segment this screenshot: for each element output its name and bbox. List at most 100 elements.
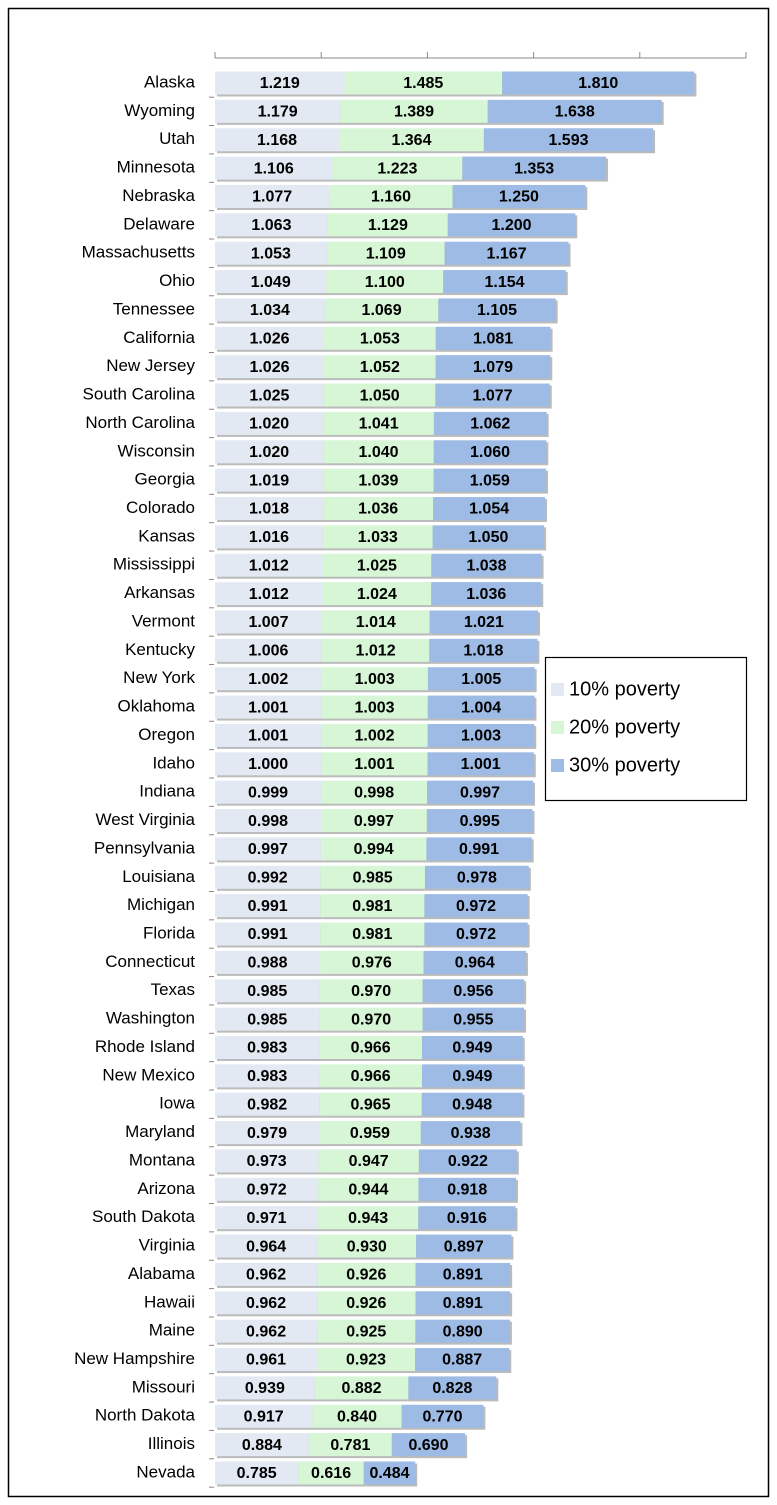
data-label: 0.983 bbox=[247, 1068, 287, 1085]
data-label: 0.966 bbox=[351, 1040, 391, 1057]
data-label: 0.923 bbox=[346, 1352, 386, 1369]
data-label: 0.982 bbox=[247, 1096, 287, 1113]
bar-segment bbox=[215, 298, 325, 322]
bar-segment bbox=[215, 1206, 319, 1230]
bar-segment bbox=[321, 667, 428, 691]
y-tick-label: New Jersey bbox=[106, 356, 195, 375]
data-label: 1.021 bbox=[464, 614, 504, 631]
data-label: 1.810 bbox=[578, 75, 618, 92]
data-label: 1.036 bbox=[466, 586, 506, 603]
bar-segment bbox=[319, 1064, 422, 1088]
data-label: 1.006 bbox=[248, 643, 288, 660]
data-label: 0.978 bbox=[457, 870, 497, 887]
data-label: 1.054 bbox=[469, 501, 509, 518]
bar-segment bbox=[462, 156, 607, 180]
bar-segment bbox=[314, 1376, 409, 1400]
bar-segment bbox=[215, 1234, 318, 1258]
bar-segment bbox=[318, 1149, 419, 1173]
data-label: 1.019 bbox=[249, 472, 289, 489]
data-label: 1.063 bbox=[251, 217, 291, 234]
bar-segment bbox=[215, 1177, 319, 1201]
data-label: 1.026 bbox=[249, 331, 289, 348]
data-label: 1.167 bbox=[487, 245, 527, 262]
bar-segment bbox=[447, 213, 576, 237]
bar-segment bbox=[443, 270, 566, 294]
bar-segment bbox=[215, 1291, 318, 1315]
y-tick-label: Virginia bbox=[139, 1236, 196, 1255]
data-label: 0.926 bbox=[346, 1295, 386, 1312]
data-label: 1.000 bbox=[248, 756, 288, 773]
data-label: 1.154 bbox=[484, 274, 524, 291]
data-label: 1.036 bbox=[358, 501, 398, 518]
data-label: 0.981 bbox=[352, 898, 392, 915]
bar-segment bbox=[427, 780, 533, 804]
bar-segment bbox=[215, 468, 324, 492]
bar-segment bbox=[215, 213, 328, 237]
data-label: 1.004 bbox=[461, 699, 501, 716]
y-tick-label: South Carolina bbox=[83, 385, 196, 404]
data-label: 1.059 bbox=[470, 472, 510, 489]
y-tick-label: North Carolina bbox=[85, 413, 195, 432]
data-label: 1.053 bbox=[360, 331, 400, 348]
data-label: 0.959 bbox=[350, 1125, 390, 1142]
bar-segment bbox=[452, 184, 586, 208]
data-label: 1.050 bbox=[360, 387, 400, 404]
data-label: 0.616 bbox=[311, 1465, 351, 1482]
data-label: 0.983 bbox=[247, 1040, 287, 1057]
data-label: 0.948 bbox=[452, 1096, 492, 1113]
data-label: 0.916 bbox=[447, 1210, 487, 1227]
data-label: 1.012 bbox=[356, 643, 396, 660]
bar-segment bbox=[424, 865, 529, 889]
bar-segment bbox=[321, 752, 428, 776]
data-label: 1.160 bbox=[371, 189, 411, 206]
data-label: 1.001 bbox=[248, 699, 288, 716]
bar-segment bbox=[215, 1149, 319, 1173]
data-label: 0.949 bbox=[452, 1040, 492, 1057]
bar-segment bbox=[326, 270, 444, 294]
bar-segment bbox=[422, 1007, 525, 1031]
data-label: 0.981 bbox=[352, 926, 392, 943]
y-tick-label: Arizona bbox=[137, 1179, 195, 1198]
y-tick-label: Michigan bbox=[127, 895, 195, 914]
data-label: 1.106 bbox=[254, 160, 294, 177]
bar-segment bbox=[327, 213, 448, 237]
data-label: 1.049 bbox=[251, 274, 291, 291]
data-label: 0.918 bbox=[447, 1182, 487, 1199]
data-label: 1.179 bbox=[258, 104, 298, 121]
data-label: 1.014 bbox=[356, 614, 396, 631]
bar-segment bbox=[427, 667, 535, 691]
data-label: 1.018 bbox=[249, 501, 289, 518]
bar-segment bbox=[215, 1461, 299, 1485]
bar-segment bbox=[215, 950, 320, 974]
data-label: 0.828 bbox=[432, 1380, 472, 1397]
bar-segment bbox=[418, 1177, 516, 1201]
bar-segment bbox=[424, 922, 528, 946]
bar-segment bbox=[323, 497, 434, 521]
bar-segment bbox=[323, 383, 436, 407]
data-label: 1.018 bbox=[463, 643, 503, 660]
y-tick-label: Pennsylvania bbox=[94, 838, 196, 857]
data-label: 0.890 bbox=[443, 1323, 483, 1340]
bar-segment bbox=[420, 1121, 521, 1145]
bar-segment bbox=[318, 1177, 419, 1201]
data-label: 1.038 bbox=[466, 557, 506, 574]
bar-segment bbox=[215, 497, 324, 521]
data-label: 0.994 bbox=[354, 841, 394, 858]
data-label: 1.052 bbox=[360, 359, 400, 376]
data-label: 0.979 bbox=[247, 1125, 287, 1142]
bar-segment bbox=[415, 1262, 511, 1286]
bar-segment bbox=[322, 582, 432, 606]
bar-segment bbox=[401, 1404, 484, 1428]
bar-segment bbox=[215, 979, 320, 1003]
data-label: 1.040 bbox=[359, 444, 399, 461]
data-label: 0.770 bbox=[422, 1408, 462, 1425]
data-label: 0.971 bbox=[247, 1210, 287, 1227]
y-tick-label: Alabama bbox=[128, 1264, 196, 1283]
data-label: 1.041 bbox=[359, 416, 399, 433]
bar-segment bbox=[215, 411, 324, 435]
data-label: 1.100 bbox=[365, 274, 405, 291]
data-label: 1.001 bbox=[248, 728, 288, 745]
bar-segment bbox=[215, 1376, 315, 1400]
y-tick-label: Florida bbox=[143, 924, 196, 943]
bar-segment bbox=[418, 1149, 517, 1173]
